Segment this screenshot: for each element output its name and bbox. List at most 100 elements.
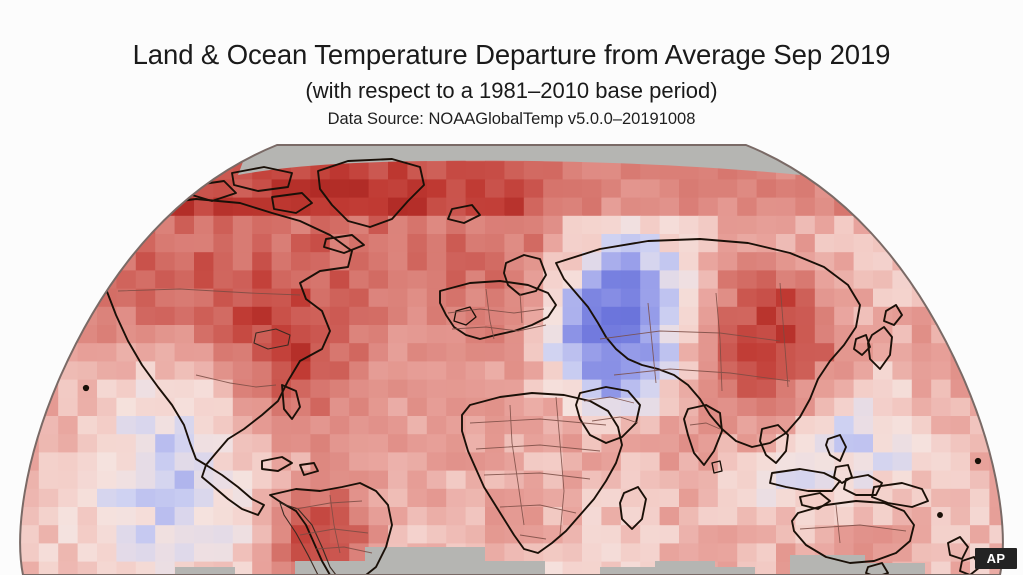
anomaly-cell [892, 488, 913, 508]
anomaly-cell [465, 361, 486, 381]
anomaly-cell [77, 470, 98, 490]
anomaly-cell [0, 252, 20, 271]
anomaly-cell [97, 434, 117, 453]
anomaly-cell [834, 215, 855, 235]
anomaly-cell [892, 452, 913, 472]
anomaly-cell [271, 234, 292, 253]
anomaly-cell [116, 234, 137, 253]
anomaly-cell [310, 361, 331, 381]
anomaly-cell [485, 270, 505, 290]
anomaly-cell [77, 197, 98, 217]
anomaly-cell [252, 397, 273, 417]
anomaly-cell [698, 488, 719, 508]
anomaly-cell [213, 525, 234, 544]
anomaly-cell [562, 161, 583, 180]
anomaly-cell [776, 179, 796, 199]
anomaly-cell [174, 507, 195, 526]
anomaly-cell [291, 343, 311, 362]
anomaly-cell [892, 343, 913, 362]
anomaly-cell [504, 416, 525, 435]
anomaly-cell [291, 416, 311, 435]
anomaly-cell [834, 361, 855, 381]
anomaly-cell [368, 270, 389, 290]
anomaly-cell [194, 161, 214, 180]
missing-data-arctic [238, 145, 810, 175]
anomaly-cell [601, 488, 622, 508]
anomaly-cell [58, 234, 79, 253]
anomaly-cell [155, 561, 176, 575]
anomaly-cell [426, 325, 447, 344]
anomaly-cell [407, 234, 428, 253]
anomaly-cell [601, 197, 622, 217]
anomaly-cell [329, 343, 350, 362]
anomaly-cell [562, 197, 583, 217]
anomaly-cell [582, 325, 602, 344]
anomaly-cell [58, 145, 79, 162]
anomaly-cell [271, 215, 292, 235]
anomaly-cell [291, 434, 311, 453]
anomaly-cell [252, 234, 273, 253]
anomaly-cell [776, 379, 796, 399]
anomaly-cell [38, 452, 59, 472]
anomaly-cell [911, 325, 932, 344]
anomaly-cell [989, 379, 1003, 399]
anomaly-cell [291, 543, 311, 563]
anomaly-cell [58, 434, 79, 453]
anomaly-cell [970, 234, 990, 253]
anomaly-cell [562, 507, 583, 526]
anomaly-cell [252, 306, 273, 326]
anomaly-cell [174, 270, 195, 290]
anomaly-cell [426, 270, 447, 290]
anomaly-cell [1009, 307, 1023, 326]
anomaly-cell [1009, 507, 1023, 526]
anomaly-cell [931, 470, 952, 490]
anomaly-cell [659, 507, 680, 526]
anomaly-cell [834, 252, 855, 271]
anomaly-cell [776, 252, 796, 271]
anomaly-cell [349, 434, 370, 453]
anomaly-cell [911, 145, 932, 162]
anomaly-cell [349, 288, 370, 308]
anomaly-cell [1009, 398, 1023, 417]
anomaly-cell [329, 361, 350, 381]
anomaly-cell [911, 434, 932, 453]
anomaly-cell [329, 397, 350, 417]
anomaly-cell [756, 488, 777, 508]
anomaly-cell [717, 234, 738, 253]
map-data-layer [0, 145, 1023, 575]
anomaly-cell [814, 306, 835, 326]
anomaly-cell [776, 197, 796, 217]
anomaly-cell [814, 234, 835, 253]
anomaly-cell [873, 288, 893, 308]
anomaly-cell [77, 525, 98, 544]
anomaly-cell [407, 215, 428, 235]
anomaly-cell [620, 397, 641, 417]
anomaly-cell [368, 397, 389, 417]
anomaly-cell [349, 416, 370, 435]
anomaly-cell [368, 215, 389, 235]
anomaly-cell [194, 197, 214, 217]
anomaly-cell [20, 252, 40, 271]
anomaly-cell [116, 306, 137, 326]
anomaly-cell [970, 161, 990, 180]
anomaly-cell [446, 234, 467, 253]
anomaly-cell [426, 416, 447, 435]
anomaly-cell [97, 543, 117, 563]
anomaly-cell [970, 252, 990, 271]
anomaly-cell [1009, 380, 1023, 399]
anomaly-cell [38, 197, 59, 217]
anomaly-cell [426, 343, 447, 362]
anomaly-cell [232, 325, 253, 344]
anomaly-cell [776, 215, 796, 235]
anomaly-cell [698, 252, 719, 271]
anomaly-cell [582, 288, 602, 308]
anomaly-cell [58, 215, 79, 235]
anomaly-cell [601, 379, 622, 399]
anomaly-cell [252, 325, 273, 344]
anomaly-cell [562, 561, 583, 575]
anomaly-cell [465, 507, 486, 526]
anomaly-cell [252, 215, 273, 235]
anomaly-cell [911, 270, 932, 290]
anomaly-cell [931, 197, 952, 217]
anomaly-cell [97, 379, 117, 399]
